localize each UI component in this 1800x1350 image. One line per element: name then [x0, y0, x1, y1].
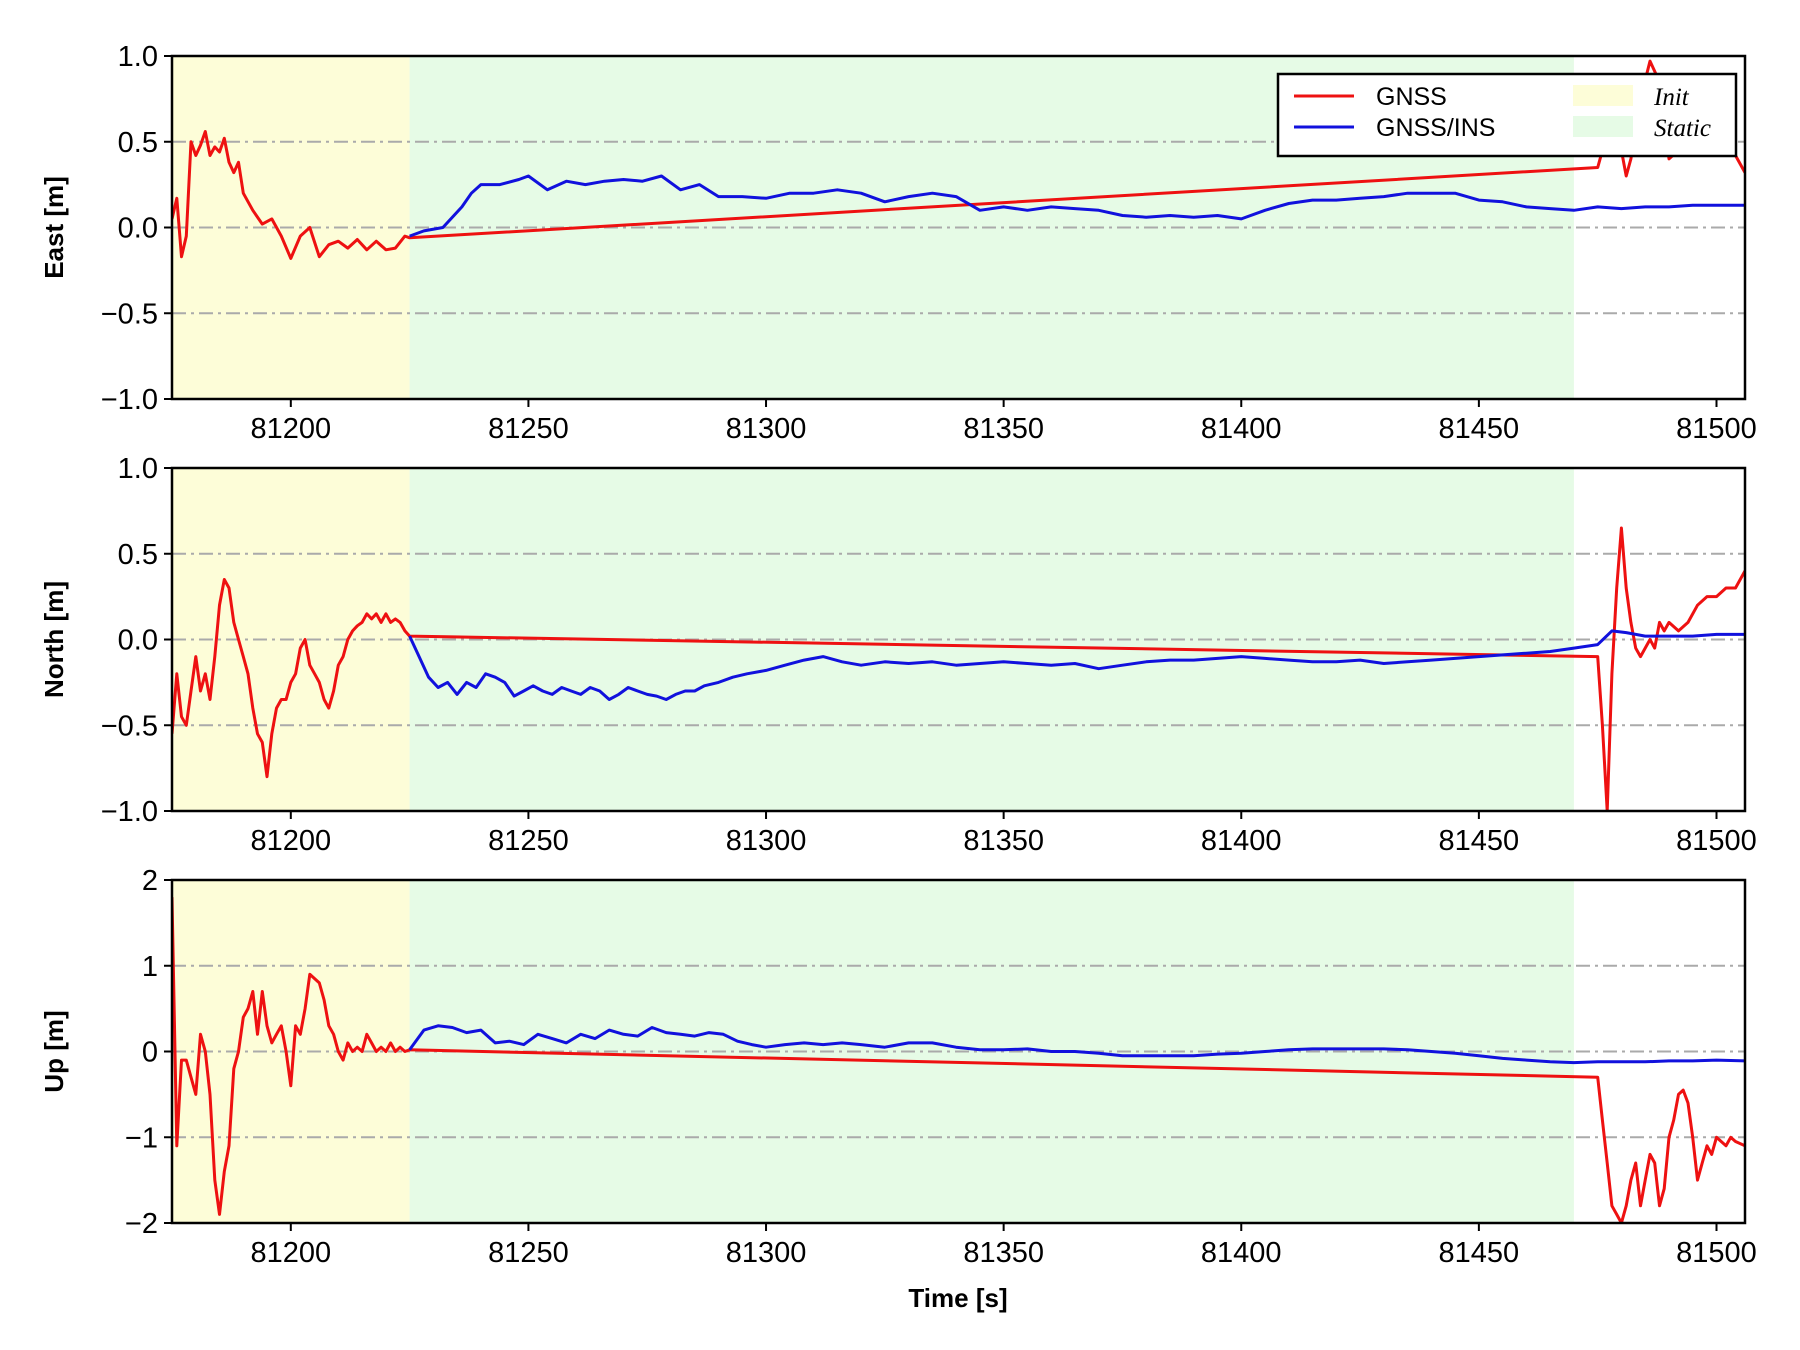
panel-2: 1.0 0.5 0.0 −0.5 −1.0 81200 81250 81300 81350 814…	[39, 453, 1757, 857]
x-tick-label: 81300	[726, 825, 807, 857]
x-tick-label: 81350	[963, 825, 1044, 857]
y-tick-label: 2	[142, 865, 158, 897]
x-tick-label: 81200	[250, 413, 331, 445]
x-tick-label: 81500	[1676, 825, 1757, 857]
series-gnss-ins-line	[408, 629, 1745, 701]
x-tick-label: 81400	[1201, 825, 1282, 857]
y-tick-label: 0	[142, 1037, 158, 1069]
x-tick-label: 81400	[1201, 413, 1282, 445]
y-tick-label: 0.5	[118, 127, 158, 159]
x-tick-label: 81350	[963, 413, 1044, 445]
y-tick-label: 0.0	[118, 213, 158, 245]
x-tick-label: 81500	[1676, 1237, 1757, 1269]
x-tick-label: 81450	[1439, 825, 1520, 857]
x-tick-label: 81200	[250, 1237, 331, 1269]
y-tick-label: 1.0	[118, 453, 158, 485]
y-axis-label: East [m]	[39, 176, 69, 279]
y-axis-label: Up [m]	[39, 1010, 69, 1092]
x-tick-label: 81500	[1676, 413, 1757, 445]
y-tick-label: −0.5	[101, 298, 158, 330]
x-tick-label: 81250	[488, 825, 569, 857]
series-gnss-ins-line	[409, 174, 1745, 238]
x-tick-label: 81400	[1201, 1237, 1282, 1269]
legend-patch-init	[1573, 85, 1633, 106]
x-tick-label: 81250	[488, 413, 569, 445]
series-gnss-ins-line	[408, 1024, 1745, 1065]
panel-3: 2 1 0 −1 −2 81200 81250 81300 81350 81400 81450 815…	[39, 865, 1757, 1269]
x-tick-label: 81350	[963, 1237, 1044, 1269]
y-tick-label: 0.5	[118, 539, 158, 571]
legend-label-gnss: GNSS	[1376, 83, 1447, 111]
y-tick-label: 0.0	[118, 625, 158, 657]
legend-label-gnss-ins: GNSS/INS	[1376, 114, 1495, 142]
y-tick-label: −0.5	[101, 710, 158, 742]
y-tick-label: 1	[142, 951, 158, 983]
x-tick-label: 81300	[726, 1237, 807, 1269]
x-tick-label: 81200	[250, 825, 331, 857]
legend-box	[1276, 72, 1738, 158]
x-tick-label: 81250	[488, 1237, 569, 1269]
series-gnss-line	[172, 526, 1745, 811]
legend: GNSS GNSS/INS Init Static	[1276, 72, 1738, 158]
y-tick-label: −1.0	[101, 796, 158, 828]
legend-label-static: Static	[1654, 115, 1711, 142]
x-tick-label: 81450	[1439, 1237, 1520, 1269]
y-tick-label: −2	[125, 1208, 158, 1240]
x-tick-label: 81450	[1439, 413, 1520, 445]
y-tick-label: −1	[125, 1122, 158, 1154]
legend-label-init: Init	[1653, 84, 1690, 111]
y-tick-label: 1.0	[118, 41, 158, 73]
y-axis-label: North [m]	[39, 581, 69, 698]
x-axis-label: Time [s]	[908, 1283, 1007, 1313]
legend-patch-static	[1573, 116, 1633, 137]
x-tick-label: 81300	[726, 413, 807, 445]
y-tick-label: −1.0	[101, 384, 158, 416]
series-gnss-line	[172, 897, 1745, 1223]
panels: 1.0 0.5 0.0 −0.5 −1.0 81200 81250 81300 81350 814…	[39, 41, 1757, 1269]
